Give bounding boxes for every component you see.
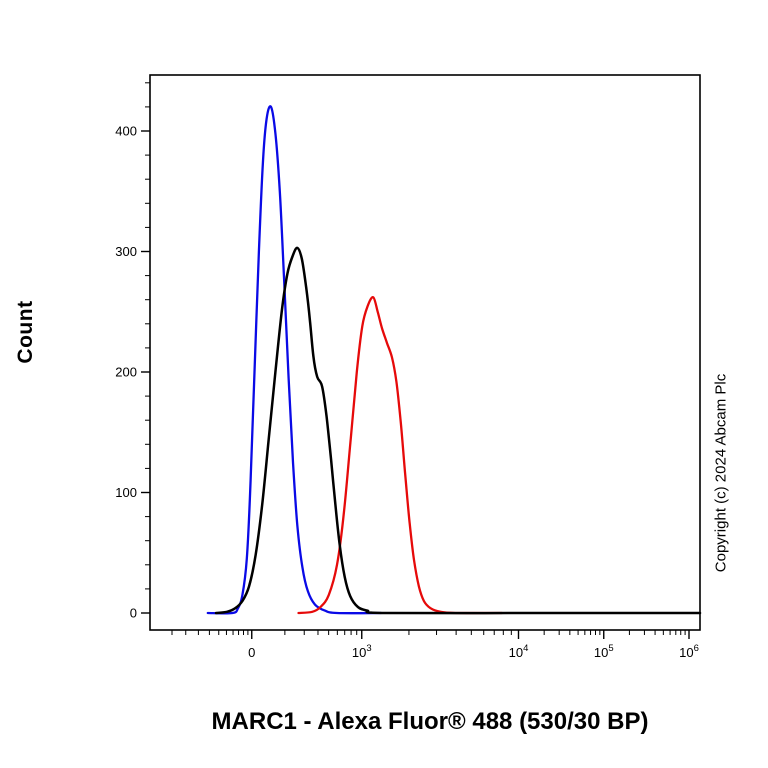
y-tick-label: 0	[130, 606, 137, 621]
plot-frame	[149, 74, 701, 631]
x-tick-label: 105	[594, 643, 614, 660]
y-tick-label: 200	[115, 365, 137, 380]
y-tick-label: 300	[115, 244, 137, 259]
copyright-text: Copyright (c) 2024 Abcam Plc	[712, 373, 730, 573]
x-tick-label: 104	[509, 643, 529, 660]
x-tick-label: 106	[679, 643, 699, 660]
blue-control-curve	[206, 105, 383, 615]
black-control-curve	[214, 246, 702, 615]
red-MARC1-curve	[297, 296, 504, 615]
x-tick-label: 0	[248, 645, 255, 660]
y-tick-label: 400	[115, 124, 137, 139]
y-tick-label: 100	[115, 485, 137, 500]
x-axis-title: MARC1 - Alexa Fluor® 488 (530/30 BP)	[211, 708, 649, 735]
x-tick-label: 103	[352, 643, 372, 660]
